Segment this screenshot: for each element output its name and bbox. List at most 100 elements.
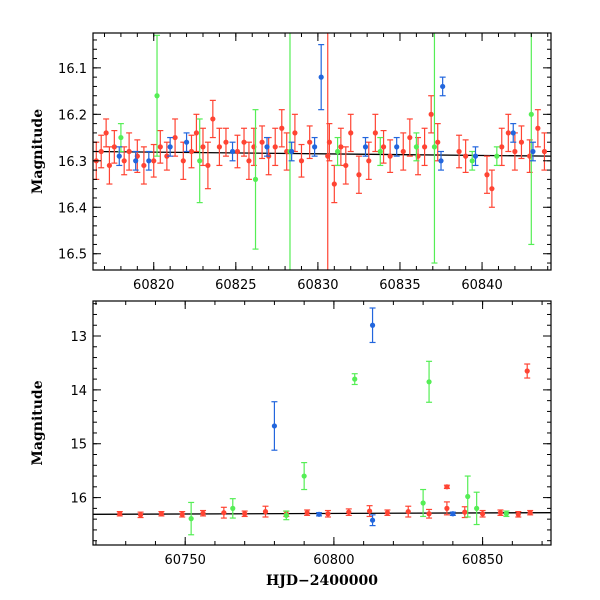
data-marker xyxy=(387,153,393,159)
data-marker xyxy=(505,130,511,136)
data-point xyxy=(511,132,518,171)
data-point xyxy=(355,155,362,194)
bottom-panel-y-axis-label: Magnitude xyxy=(30,380,46,465)
data-point xyxy=(406,118,413,157)
data-marker xyxy=(98,148,104,155)
data-point xyxy=(306,125,313,160)
data-marker xyxy=(103,130,109,136)
data-marker xyxy=(241,139,247,145)
data-marker xyxy=(157,144,163,150)
data-marker xyxy=(271,423,278,429)
top-panel-y-axis-label: Magnitude xyxy=(30,109,46,194)
data-point xyxy=(426,508,433,519)
data-marker xyxy=(377,148,383,155)
data-point xyxy=(199,127,206,167)
data-marker xyxy=(484,172,490,178)
data-point xyxy=(503,510,510,518)
data-point xyxy=(116,146,123,167)
top-panel-data-area xyxy=(93,33,551,270)
data-marker xyxy=(158,511,165,517)
data-marker xyxy=(352,376,358,382)
data-point xyxy=(372,113,379,153)
data-point xyxy=(188,501,195,536)
x-tick-label: 60750 xyxy=(165,553,206,568)
data-point xyxy=(154,34,161,157)
data-marker xyxy=(456,148,462,155)
bottom-panel-x-axis-label: HJD−2400000 xyxy=(266,573,378,589)
data-point xyxy=(493,146,500,167)
x-tick-label: 60840 xyxy=(461,278,502,293)
data-marker xyxy=(216,144,223,150)
y-tick-label: 16.3 xyxy=(58,155,87,170)
data-marker xyxy=(450,511,456,517)
data-marker xyxy=(183,139,190,145)
data-point xyxy=(324,509,331,518)
data-point xyxy=(252,109,259,250)
data-marker xyxy=(431,144,438,150)
data-point xyxy=(326,123,333,162)
data-marker xyxy=(405,509,411,515)
data-marker xyxy=(527,510,533,516)
data-point xyxy=(204,141,211,190)
data-marker xyxy=(400,148,406,155)
data-marker xyxy=(200,144,206,150)
data-point xyxy=(188,134,195,169)
data-point xyxy=(351,373,358,386)
data-point xyxy=(420,488,427,518)
data-point xyxy=(479,509,486,518)
data-point xyxy=(472,146,479,167)
data-point xyxy=(180,141,187,180)
data-point xyxy=(331,164,338,204)
data-point xyxy=(334,136,341,167)
data-marker xyxy=(524,368,530,374)
data-point xyxy=(137,511,144,519)
data-marker xyxy=(151,158,157,164)
y-tick-label: 16.1 xyxy=(58,62,87,77)
data-marker xyxy=(188,148,195,155)
data-marker xyxy=(426,379,432,385)
data-point xyxy=(200,509,207,517)
data-marker xyxy=(141,162,147,169)
data-marker xyxy=(301,473,307,479)
data-point xyxy=(209,99,216,139)
data-marker xyxy=(334,148,341,155)
data-point xyxy=(347,113,354,153)
data-marker xyxy=(394,144,400,150)
data-marker xyxy=(164,153,170,159)
data-marker xyxy=(503,511,509,517)
data-point xyxy=(431,33,438,264)
top-panel-ticks: 60820 60825 60830 60835 60840 16.1 16.2 16.3 16.… xyxy=(58,33,551,293)
data-marker xyxy=(530,148,536,155)
data-marker xyxy=(111,144,117,150)
bottom-panel-ticks: 60750 60800 60850 13 14 15 16 xyxy=(70,301,551,568)
data-marker xyxy=(118,134,124,141)
data-marker xyxy=(318,74,324,80)
data-point xyxy=(234,134,241,169)
data-point xyxy=(527,509,534,516)
data-marker xyxy=(420,500,426,506)
data-marker xyxy=(279,125,285,131)
data-marker xyxy=(304,510,310,516)
data-marker xyxy=(117,511,123,517)
data-point xyxy=(288,141,295,162)
data-marker xyxy=(223,139,229,145)
data-marker xyxy=(210,116,216,122)
data-marker xyxy=(205,162,211,169)
data-point xyxy=(140,146,147,185)
data-point xyxy=(365,141,372,180)
data-point xyxy=(488,169,495,208)
data-point xyxy=(311,136,318,157)
data-point xyxy=(193,113,200,153)
data-marker xyxy=(535,125,541,131)
data-point xyxy=(103,118,110,148)
data-marker xyxy=(346,509,352,515)
data-marker xyxy=(497,510,504,516)
data-marker xyxy=(499,144,505,150)
data-point xyxy=(528,33,535,246)
data-marker xyxy=(146,158,152,164)
data-point xyxy=(377,136,384,167)
data-point xyxy=(264,136,271,157)
data-marker xyxy=(348,130,354,136)
data-point xyxy=(241,510,248,518)
data-marker xyxy=(518,139,525,145)
